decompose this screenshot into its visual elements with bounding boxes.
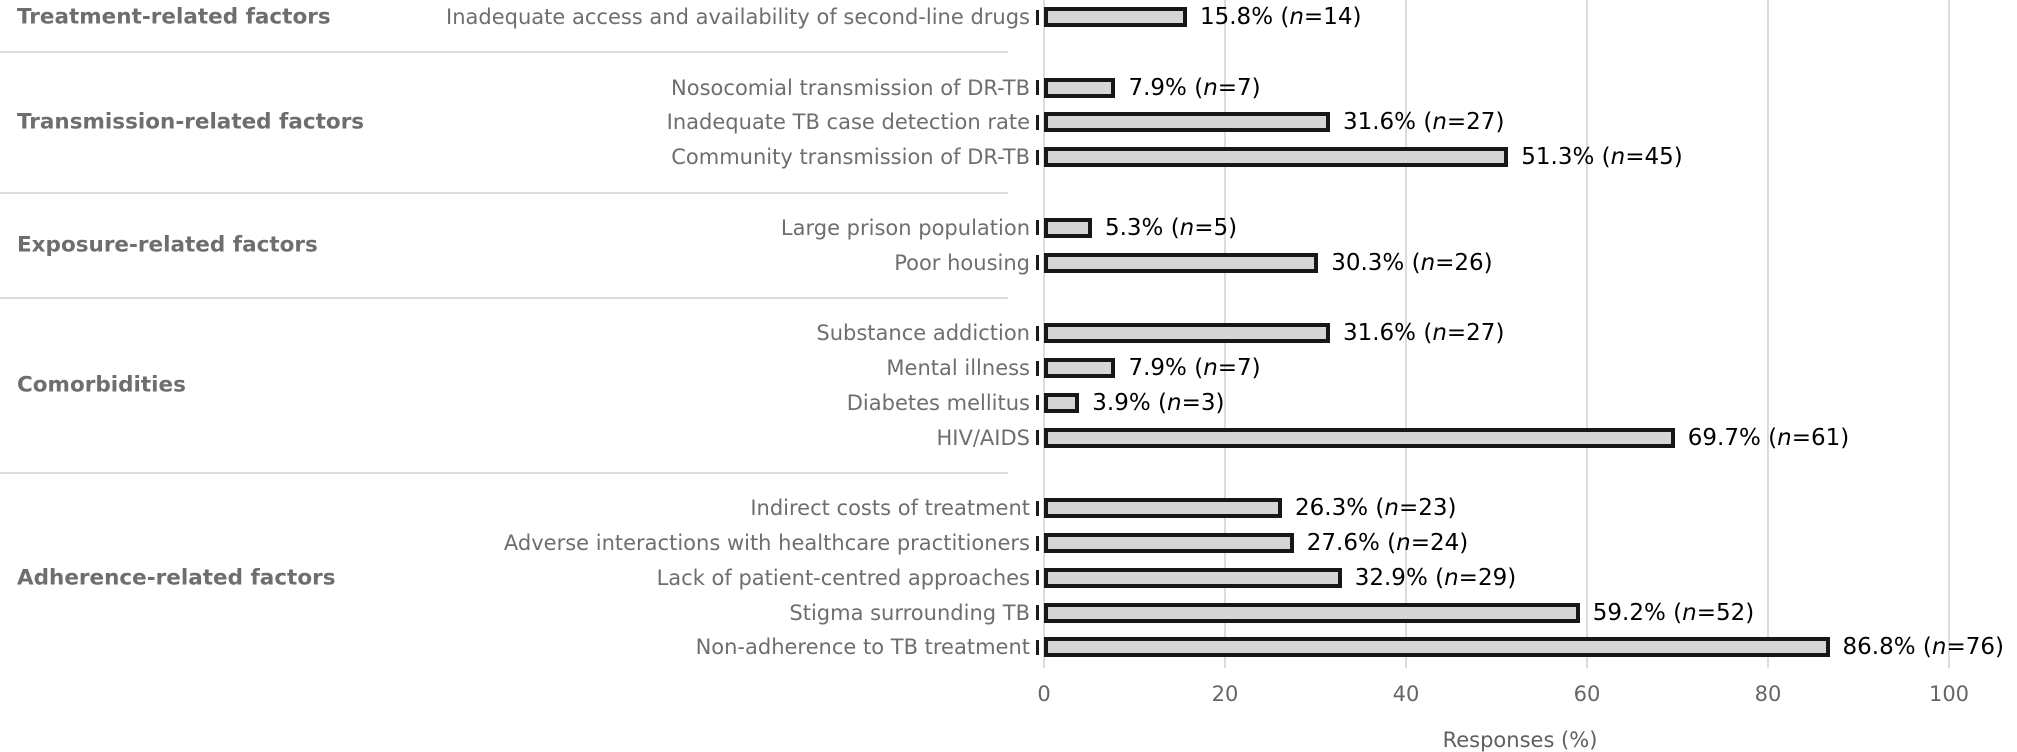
bar (1044, 637, 1830, 658)
value-label: 69.7% (n=61) (1687, 424, 1850, 451)
axis-tick (1036, 395, 1039, 411)
category-label: Inadequate access and availability of se… (446, 5, 1030, 29)
category-label: Lack of patient-centred approaches (656, 565, 1030, 590)
value-n-symbol: n (1682, 599, 1697, 626)
value-label: 32.9% (n=29) (1354, 564, 1517, 591)
value-n-symbol: n (1203, 74, 1218, 101)
value-n-symbol: n (1179, 214, 1195, 241)
category-label: Non-adherence to TB treatment (695, 635, 1030, 660)
axis-tick (1036, 80, 1039, 96)
axis-tick (1036, 360, 1039, 376)
bar (1044, 602, 1580, 623)
value-label: 30.3% (n=26) (1331, 249, 1493, 276)
value-n-symbol: n (1610, 144, 1626, 171)
value-label: 59.2% (n=52) (1592, 599, 1755, 626)
group-separator (0, 191, 1008, 194)
x-tick-label: 40 (1392, 682, 1420, 706)
bar (1044, 77, 1116, 98)
x-gridline (1405, 0, 1407, 668)
bar (1044, 323, 1330, 344)
bar (1044, 7, 1187, 27)
category-label: Substance addiction (816, 321, 1030, 346)
value-n-symbol: n (1444, 564, 1459, 591)
bar (1044, 533, 1294, 553)
category-label: Diabetes mellitus (846, 390, 1030, 415)
value-label: 31.6% (n=27) (1342, 109, 1505, 136)
x-tick-label: 80 (1754, 682, 1782, 706)
bar (1044, 427, 1675, 448)
value-label: 7.9% (n=7) (1128, 74, 1261, 101)
value-n-symbol: n (1289, 4, 1304, 30)
group-separator (0, 51, 1008, 54)
value-n-symbol: n (1384, 495, 1399, 522)
axis-tick (1036, 430, 1039, 446)
value-label: 15.8% (n=14) (1199, 4, 1362, 30)
bar (1044, 358, 1116, 378)
axis-tick (1036, 605, 1039, 621)
bar (1044, 252, 1319, 273)
axis-tick (1036, 9, 1039, 25)
x-axis-title: Responses (%) (1442, 728, 1598, 752)
axis-tick (1036, 570, 1039, 586)
bar (1044, 147, 1509, 168)
value-label: 86.8% (n=76) (1842, 634, 2004, 661)
category-label: Indirect costs of treatment (750, 496, 1030, 521)
axis-tick (1036, 149, 1039, 165)
bar (1044, 392, 1080, 413)
category-label: HIV/AIDS (936, 425, 1031, 450)
category-label: Community transmission of DR-TB (671, 145, 1030, 170)
value-label: 27.6% (n=24) (1306, 530, 1469, 556)
axis-tick (1036, 325, 1039, 341)
bar (1044, 112, 1330, 133)
bar (1044, 498, 1282, 519)
bar (1044, 567, 1342, 588)
value-n-symbol: n (1432, 109, 1447, 136)
value-label: 51.3% (n=45) (1521, 144, 1683, 171)
value-label: 5.3% (n=5) (1104, 214, 1238, 241)
group-label: Treatment-related factors (17, 4, 331, 30)
group-separator (0, 471, 1008, 474)
group-separator (0, 296, 1008, 299)
value-n-symbol: n (1203, 355, 1218, 381)
x-tick-label: 20 (1211, 682, 1239, 706)
category-label: Poor housing (894, 250, 1030, 275)
x-tick-label: 0 (1037, 682, 1051, 706)
category-label: Inadequate TB case detection rate (666, 110, 1030, 135)
value-n-symbol: n (1167, 389, 1182, 416)
axis-tick (1036, 114, 1039, 130)
x-tick-label: 60 (1573, 682, 1601, 706)
x-tick-label: 100 (1928, 682, 1970, 706)
x-gridline (1767, 0, 1769, 668)
axis-tick (1036, 220, 1039, 236)
category-label: Large prison population (780, 215, 1030, 240)
value-label: 31.6% (n=27) (1342, 320, 1505, 347)
axis-tick (1036, 255, 1039, 271)
axis-tick (1036, 535, 1039, 551)
group-label: Adherence-related factors (17, 565, 336, 591)
value-label: 3.9% (n=3) (1092, 389, 1225, 416)
value-label: 7.9% (n=7) (1128, 355, 1261, 381)
value-n-symbol: n (1931, 634, 1947, 661)
value-n-symbol: n (1396, 530, 1411, 556)
axis-tick (1036, 639, 1039, 655)
value-label: 26.3% (n=23) (1295, 495, 1457, 522)
group-label: Comorbidities (17, 372, 186, 398)
x-gridline (1586, 0, 1588, 668)
group-label: Exposure-related factors (17, 232, 318, 258)
value-n-symbol: n (1432, 320, 1447, 347)
value-n-symbol: n (1420, 249, 1436, 276)
x-gridline (1948, 0, 1950, 668)
bar (1044, 217, 1092, 238)
category-label: Nosocomial transmission of DR-TB (671, 75, 1030, 100)
category-label: Stigma surrounding TB (789, 600, 1030, 625)
category-label: Adverse interactions with healthcare pra… (503, 531, 1030, 555)
axis-tick (1036, 500, 1039, 516)
value-n-symbol: n (1777, 424, 1792, 451)
group-label: Transmission-related factors (17, 109, 365, 135)
category-label: Mental illness (886, 356, 1030, 380)
